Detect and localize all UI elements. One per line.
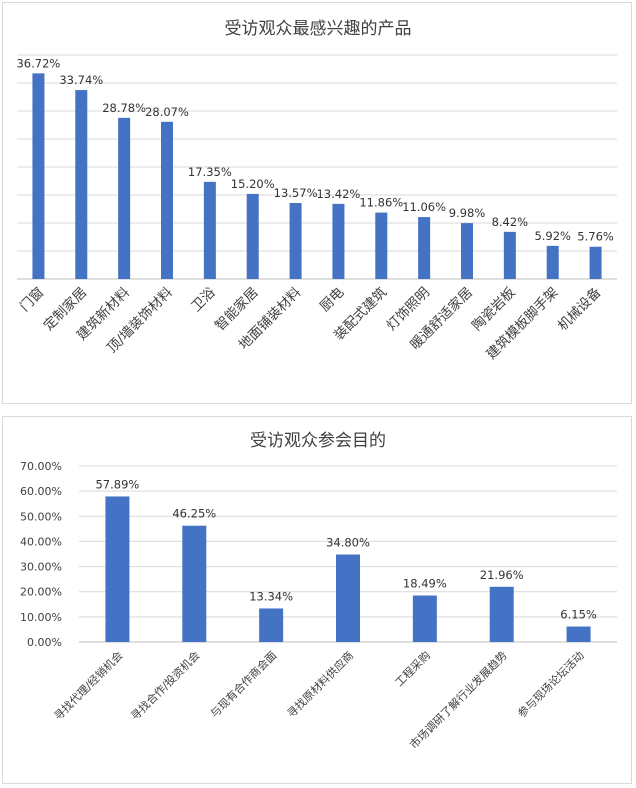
bar bbox=[336, 554, 360, 642]
y-tick-label: 70.00% bbox=[20, 460, 62, 473]
data-label: 13.57% bbox=[274, 186, 318, 200]
data-label: 36.72% bbox=[16, 56, 60, 70]
data-label: 5.76% bbox=[577, 230, 614, 244]
data-label: 17.35% bbox=[188, 165, 232, 179]
data-label: 34.80% bbox=[326, 536, 370, 550]
y-tick-label: 30.00% bbox=[20, 561, 62, 574]
data-label: 15.20% bbox=[231, 177, 275, 191]
bar bbox=[418, 217, 431, 279]
chart-panel-purpose: 受访观众参会目的 0.00% 10.00% 20.00% 30.00% 40.00% 50… bbox=[2, 416, 632, 784]
chart-title: 受访观众参会目的 bbox=[250, 431, 386, 451]
data-label: 13.42% bbox=[316, 187, 360, 201]
data-label: 46.25% bbox=[172, 507, 216, 521]
bar bbox=[118, 117, 131, 279]
data-label: 5.92% bbox=[534, 229, 571, 243]
category-label: 机械设备 bbox=[554, 283, 605, 334]
bar bbox=[461, 223, 473, 279]
bar bbox=[589, 246, 602, 279]
y-tick-label: 10.00% bbox=[20, 611, 62, 624]
data-label: 28.78% bbox=[102, 101, 146, 115]
data-label: 33.74% bbox=[59, 73, 103, 87]
bar bbox=[332, 203, 345, 279]
category-label: 寻找原材料供应商 bbox=[284, 648, 356, 720]
chart-panel-products: 受访观众最感兴趣的产品 36.72% 门窗 33.74% 定制家居 28.78% 建筑新材… bbox=[2, 2, 632, 404]
data-label: 21.96% bbox=[480, 568, 524, 582]
data-label: 28.07% bbox=[145, 105, 189, 119]
data-label: 57.89% bbox=[95, 477, 139, 491]
bar bbox=[375, 212, 388, 279]
bar bbox=[105, 496, 130, 642]
bar bbox=[75, 90, 88, 279]
category-label: 厨电 bbox=[317, 285, 347, 315]
bar bbox=[259, 608, 284, 642]
y-tick-label: 50.00% bbox=[20, 510, 62, 523]
chart-title: 受访观众最感兴趣的产品 bbox=[225, 19, 412, 39]
bar bbox=[489, 586, 514, 642]
category-label: 门窗 bbox=[16, 284, 47, 315]
bar bbox=[503, 231, 516, 279]
data-label: 9.98% bbox=[449, 206, 486, 220]
y-tick-label: 40.00% bbox=[20, 535, 62, 548]
bar bbox=[203, 181, 216, 279]
bar bbox=[546, 245, 559, 279]
category-label: 卫浴 bbox=[188, 284, 219, 315]
chart-products: 受访观众最感兴趣的产品 36.72%门窗33.74%定制家居28.78%建筑新材… bbox=[16, 19, 617, 363]
category-label: 与现有合作商会面 bbox=[207, 648, 279, 720]
data-label: 18.49% bbox=[403, 577, 447, 591]
data-label: 13.34% bbox=[249, 589, 293, 603]
bar bbox=[289, 203, 302, 279]
bar bbox=[182, 525, 207, 642]
bar bbox=[412, 595, 437, 642]
data-label: 11.86% bbox=[359, 196, 403, 210]
category-label: 参与现场论坛活动 bbox=[515, 648, 587, 720]
chart-purpose: 受访观众参会目的 0.00% 10.00% 20.00% 30.00% 40.00% 50… bbox=[20, 431, 617, 751]
y-tick-label: 0.00% bbox=[27, 636, 62, 649]
y-tick-label: 60.00% bbox=[20, 485, 62, 498]
bar bbox=[566, 626, 591, 642]
category-label: 寻找代理/经销机会 bbox=[51, 648, 126, 723]
y-tick-label: 20.00% bbox=[20, 586, 62, 599]
bar bbox=[246, 193, 259, 279]
data-label: 11.06% bbox=[402, 200, 446, 214]
data-label: 6.15% bbox=[560, 608, 597, 622]
bar bbox=[32, 73, 45, 279]
category-label: 工程采购 bbox=[392, 648, 433, 689]
data-label: 8.42% bbox=[492, 215, 529, 229]
bar bbox=[161, 121, 173, 279]
category-label: 寻找合作/投资机会 bbox=[128, 648, 203, 723]
